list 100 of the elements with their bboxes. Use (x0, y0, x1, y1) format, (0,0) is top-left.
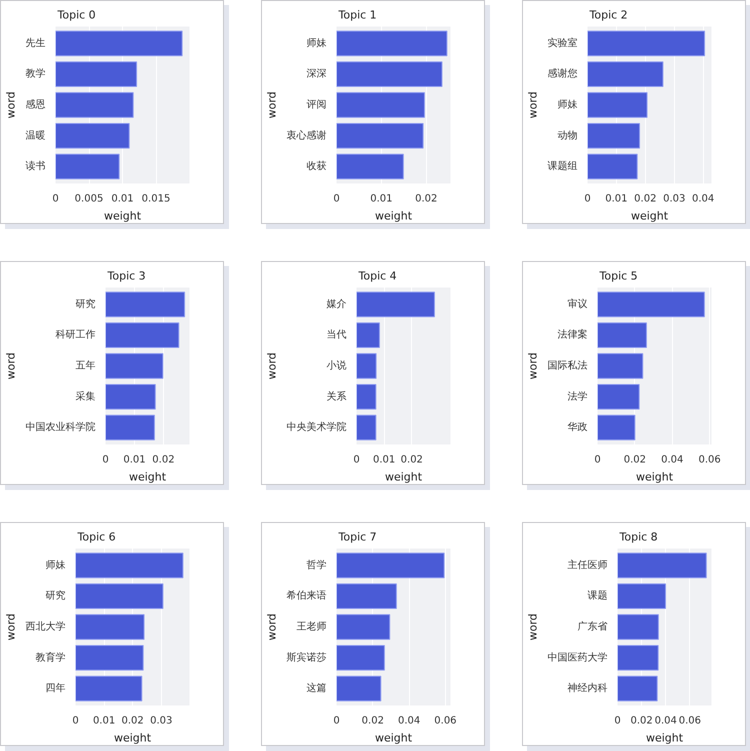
bar (356, 384, 376, 410)
bar (106, 384, 156, 410)
chart-title: Topic 2 (588, 8, 628, 22)
y-axis-title: word (526, 352, 540, 380)
bar (588, 154, 638, 180)
y-tick-label: 华政 (568, 421, 588, 434)
y-tick-label: 五年 (76, 360, 96, 372)
y-tick-label: 感恩 (26, 98, 46, 110)
x-axis-title: weight (114, 732, 152, 744)
bar (336, 122, 424, 149)
chart-title: Topic 7 (338, 530, 377, 544)
y-tick-label: 采集 (76, 390, 96, 402)
bar (598, 322, 647, 348)
x-axis-title: weight (630, 210, 669, 222)
y-tick-label: 法学 (568, 390, 588, 402)
y-tick-label: 哲学 (306, 558, 326, 571)
bar (336, 583, 397, 610)
y-tick-label: 评阅 (306, 98, 326, 110)
y-tick-label: 收获 (306, 160, 326, 172)
x-tick-label: 0 (102, 454, 109, 466)
x-tick-label: 0.02 (624, 454, 646, 466)
bar (106, 414, 155, 440)
x-tick-label: 0.04 (654, 716, 677, 726)
x-tick-label: 0 (614, 716, 621, 726)
x-tick-label: 0.02 (634, 194, 656, 204)
bar (598, 414, 636, 440)
x-tick-label: 0 (333, 194, 340, 204)
y-tick-label: 动物 (558, 130, 578, 142)
chart-title: Topic 0 (56, 8, 96, 22)
bar (598, 353, 644, 379)
bar (56, 154, 120, 180)
y-axis-title: word (4, 352, 18, 380)
bar (56, 122, 130, 149)
y-tick-label: 感谢您 (548, 68, 578, 80)
bar (336, 614, 390, 640)
y-axis-title: word (4, 613, 18, 641)
y-tick-label: 先生 (26, 36, 46, 49)
y-tick-label: 师妹 (306, 38, 326, 49)
y-tick-label: 媒介 (326, 298, 346, 310)
y-tick-label: 法律案 (558, 328, 588, 341)
bar (356, 353, 377, 379)
x-tick-label: 0 (353, 454, 360, 466)
x-tick-label: 0.06 (434, 716, 457, 726)
y-tick-label: 神经内科 (568, 682, 608, 694)
x-tick-label: 0.03 (663, 194, 686, 204)
x-tick-label: 0 (52, 194, 59, 204)
bar (588, 30, 706, 56)
y-tick-label: 小说 (326, 360, 346, 372)
x-tick-label: 0.005 (74, 194, 104, 204)
y-axis-title: word (266, 91, 278, 119)
y-tick-label: 温暖 (26, 129, 46, 142)
bar (336, 92, 425, 118)
bar (106, 322, 180, 348)
x-tick-label: 0.01 (123, 454, 146, 466)
y-axis-title: word (526, 613, 540, 641)
y-tick-label: 希伯来语 (286, 590, 326, 602)
bar (76, 552, 184, 578)
y-tick-label: 课题 (588, 590, 608, 602)
x-axis-title: weight (374, 210, 413, 222)
bar (56, 92, 134, 118)
bar (618, 583, 666, 610)
x-tick-label: 0.02 (400, 454, 423, 466)
x-tick-label: 0.015 (142, 194, 170, 204)
x-tick-label: 0.04 (661, 454, 684, 466)
x-tick-label: 0 (333, 716, 340, 726)
bar (76, 644, 144, 671)
chart-title: Topic 6 (76, 530, 116, 544)
bar (76, 676, 142, 702)
bar (618, 552, 707, 578)
y-tick-label: 中央美术学院 (286, 421, 346, 434)
y-tick-label: 主任医师 (568, 558, 608, 571)
y-tick-label: 科研工作 (56, 328, 96, 341)
y-tick-label: 中国农业科学院 (26, 421, 96, 434)
bar (56, 61, 138, 88)
x-tick-label: 0.01 (373, 454, 396, 466)
bar (598, 292, 705, 318)
y-tick-label: 实验室 (548, 36, 578, 49)
y-tick-label: 中国医药大学 (548, 651, 608, 664)
y-tick-label: 深深 (306, 68, 326, 80)
x-axis-title: weight (374, 732, 413, 744)
y-tick-label: 关系 (326, 390, 346, 402)
bar (336, 154, 404, 180)
chart-title: Topic 1 (338, 8, 377, 22)
y-tick-label: 这篇 (306, 682, 326, 694)
y-tick-label: 西北大学 (26, 620, 66, 632)
x-tick-label: 0 (594, 454, 601, 466)
y-tick-label: 读书 (26, 160, 46, 172)
bar (336, 61, 442, 88)
chart-title: Topic 8 (618, 530, 658, 544)
x-tick-label: 0.06 (678, 716, 702, 726)
y-tick-label: 师妹 (46, 560, 66, 571)
bar (56, 30, 183, 56)
x-tick-label: 0.03 (150, 716, 172, 726)
x-tick-label: 0 (72, 716, 79, 726)
chart-title: Topic 5 (598, 270, 638, 282)
y-tick-label: 斯宾诺莎 (286, 651, 326, 664)
bar (618, 644, 659, 671)
y-tick-label: 课题组 (548, 160, 578, 172)
x-axis-title: weight (646, 732, 684, 744)
bar (336, 676, 382, 702)
